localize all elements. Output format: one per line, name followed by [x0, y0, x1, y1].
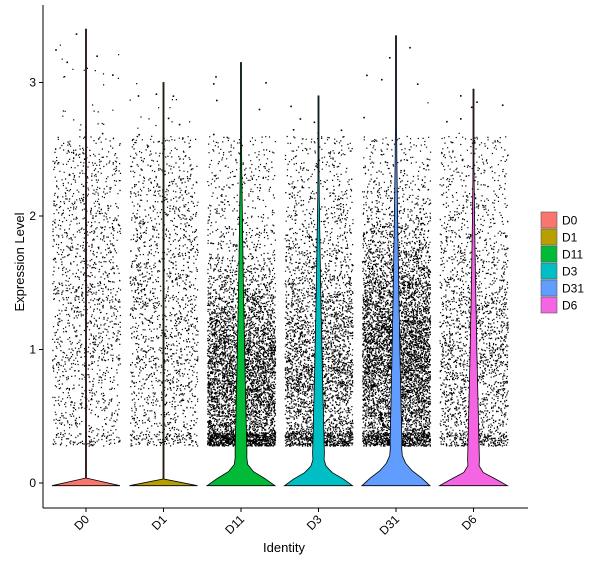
legend: D0 D1 D11 D3 D31 D6 [540, 211, 584, 314]
outlier-point [409, 46, 411, 49]
outlier-point [416, 83, 419, 85]
x-tick-label: D6 [459, 512, 480, 533]
outlier-point [299, 118, 302, 120]
outlier-point [265, 82, 267, 84]
outlier-point [290, 105, 292, 108]
violin-d11 [205, 62, 277, 487]
outlier-point [381, 78, 383, 81]
outlier-point [213, 83, 215, 85]
violin-shape [437, 88, 510, 487]
legend-item-d0: D0 [540, 211, 578, 229]
outlier-point [389, 57, 391, 59]
outlier-point [446, 120, 448, 123]
outlier-point [460, 95, 462, 97]
outlier-point [460, 118, 462, 120]
violin-d1 [129, 82, 198, 487]
outlier-point [215, 76, 217, 78]
jitter-points-layer [52, 33, 509, 447]
outlier-point [55, 49, 57, 51]
violin-d6 [437, 88, 510, 487]
violin-shape [283, 95, 354, 487]
violin-d31 [360, 35, 432, 487]
violins-layer [51, 28, 510, 487]
legend-label: D1 [562, 231, 578, 245]
outlier-point [138, 133, 140, 136]
legend-item-d31: D31 [540, 279, 584, 297]
outlier-point [340, 129, 343, 132]
points-d1 [129, 83, 199, 447]
outlier-point [363, 116, 365, 119]
outlier-point [96, 55, 98, 57]
legend-swatch [540, 262, 558, 280]
jitter-points [129, 83, 199, 447]
legend-swatch [540, 228, 558, 246]
violin-d0 [51, 28, 121, 487]
outlier-point [75, 33, 78, 35]
y-axis-title: Expression Level [12, 212, 27, 311]
outlier-point [137, 95, 140, 97]
x-tick-label: D31 [377, 512, 403, 538]
outlier-point [112, 74, 114, 76]
points-d0 [52, 33, 122, 447]
x-tick-label: D0 [71, 512, 92, 533]
x-axis-title: Identity [263, 540, 305, 555]
violin-shape [51, 28, 121, 487]
outlier-point [313, 121, 316, 124]
points-d6 [439, 95, 509, 447]
violin-d3 [283, 95, 354, 487]
legend-label: D3 [562, 265, 578, 279]
y-tick-label: 3 [29, 76, 36, 90]
outlier-point [101, 132, 104, 135]
outlier-point [216, 99, 218, 102]
outlier-point [167, 117, 170, 120]
x-tick-label: D1 [149, 512, 170, 533]
legend-label: D6 [562, 299, 578, 313]
legend-swatch [540, 245, 558, 263]
legend-item-d1: D1 [540, 228, 578, 246]
legend-label: D31 [562, 282, 584, 296]
legend-label: D0 [562, 214, 578, 228]
points-d11 [207, 76, 277, 447]
outlier-point [178, 123, 181, 126]
jitter-points [284, 135, 354, 447]
x-tick-label: D11 [222, 512, 247, 537]
violin-shape [360, 35, 432, 487]
legend-swatch [540, 279, 558, 297]
violin-shape [205, 62, 277, 487]
x-tick-label: D3 [304, 512, 325, 533]
legend-swatch [540, 211, 558, 229]
outlier-point [66, 61, 68, 64]
legend-item-d3: D3 [540, 262, 578, 280]
legend-swatch [540, 296, 558, 314]
jitter-points [439, 132, 509, 447]
y-tick-label: 2 [29, 209, 36, 223]
outlier-point [213, 133, 215, 136]
outlier-point [292, 129, 295, 131]
legend-item-d6: D6 [540, 296, 578, 314]
y-tick-label: 0 [29, 476, 36, 490]
outlier-point [366, 74, 368, 77]
outlier-point [470, 106, 473, 109]
outlier-point [501, 104, 504, 106]
jitter-points [52, 44, 122, 447]
legend-item-d11: D11 [540, 245, 583, 263]
y-tick-label: 1 [29, 343, 36, 357]
outlier-point [172, 95, 175, 97]
outlier-point [476, 101, 478, 103]
legend-label: D11 [562, 248, 583, 262]
violin-shape [129, 82, 198, 487]
outlier-point [155, 93, 158, 95]
outlier-point [258, 108, 261, 111]
jitter-points [207, 135, 277, 447]
